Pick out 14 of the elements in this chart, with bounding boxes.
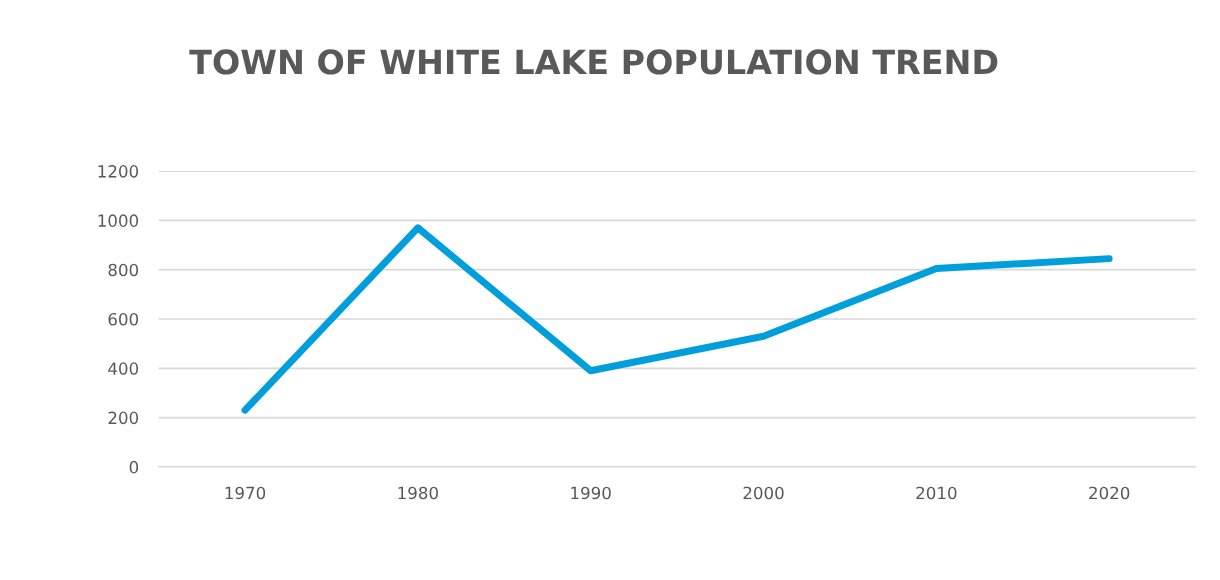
y-tick-label: 0	[129, 460, 139, 474]
y-tick-label: 800	[108, 263, 139, 277]
x-tick-label: 2010	[916, 486, 957, 500]
y-tick-label: 1200	[98, 165, 139, 178]
y-tick-label: 1000	[98, 214, 139, 227]
x-tick-label: 1980	[398, 486, 438, 500]
chart-title: TOWN OF WHITE LAKE POPULATION TREND	[189, 49, 998, 75]
x-tick-label: 2020	[1089, 486, 1130, 500]
y-tick-label: 600	[108, 312, 139, 326]
x-tick-label: 1970	[225, 486, 266, 500]
x-tick-label: 2000	[743, 486, 784, 500]
x-tick-label: 1990	[571, 486, 611, 500]
y-tick-label: 400	[108, 362, 139, 375]
y-tick-label: 200	[108, 411, 139, 425]
